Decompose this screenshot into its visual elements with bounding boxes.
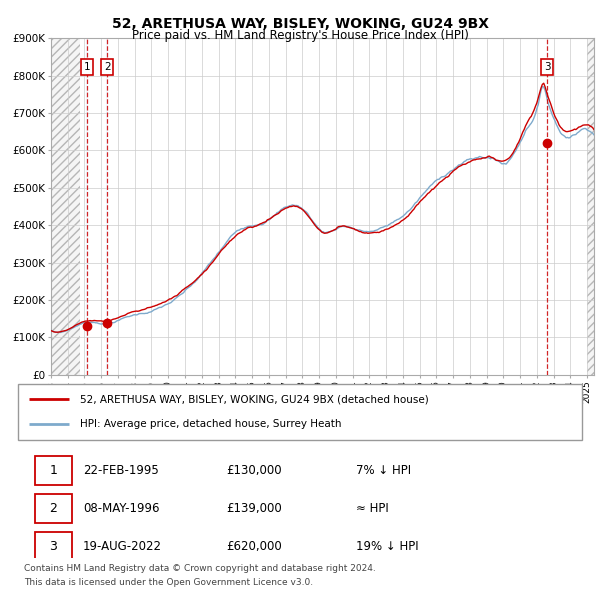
FancyBboxPatch shape — [18, 384, 582, 440]
FancyBboxPatch shape — [35, 532, 71, 561]
Text: 1: 1 — [49, 464, 57, 477]
Text: 19% ↓ HPI: 19% ↓ HPI — [356, 540, 419, 553]
Text: 2: 2 — [104, 62, 110, 72]
Bar — [86, 38, 88, 375]
Text: 3: 3 — [544, 62, 551, 72]
Bar — [106, 38, 108, 375]
Text: 22-FEB-1995: 22-FEB-1995 — [83, 464, 158, 477]
Text: Price paid vs. HM Land Registry's House Price Index (HPI): Price paid vs. HM Land Registry's House … — [131, 30, 469, 42]
Text: HPI: Average price, detached house, Surrey Heath: HPI: Average price, detached house, Surr… — [80, 419, 341, 429]
Text: 7% ↓ HPI: 7% ↓ HPI — [356, 464, 412, 477]
Text: 19-AUG-2022: 19-AUG-2022 — [83, 540, 162, 553]
Text: 52, ARETHUSA WAY, BISLEY, WOKING, GU24 9BX: 52, ARETHUSA WAY, BISLEY, WOKING, GU24 9… — [112, 17, 488, 31]
Text: This data is licensed under the Open Government Licence v3.0.: This data is licensed under the Open Gov… — [23, 578, 313, 587]
Text: Contains HM Land Registry data © Crown copyright and database right 2024.: Contains HM Land Registry data © Crown c… — [23, 564, 376, 573]
Text: 3: 3 — [49, 540, 57, 553]
Text: 2: 2 — [49, 502, 57, 514]
Bar — [51, 38, 80, 375]
FancyBboxPatch shape — [35, 494, 71, 523]
Text: ≈ HPI: ≈ HPI — [356, 502, 389, 514]
Text: £130,000: £130,000 — [227, 464, 283, 477]
Text: 52, ARETHUSA WAY, BISLEY, WOKING, GU24 9BX (detached house): 52, ARETHUSA WAY, BISLEY, WOKING, GU24 9… — [80, 394, 429, 404]
FancyBboxPatch shape — [35, 455, 71, 485]
Bar — [587, 38, 594, 375]
Text: 1: 1 — [83, 62, 90, 72]
Text: 08-MAY-1996: 08-MAY-1996 — [83, 502, 160, 514]
Bar — [547, 38, 548, 375]
Text: £620,000: £620,000 — [227, 540, 283, 553]
Text: £139,000: £139,000 — [227, 502, 283, 514]
Bar — [587, 38, 594, 375]
Bar — [51, 38, 80, 375]
